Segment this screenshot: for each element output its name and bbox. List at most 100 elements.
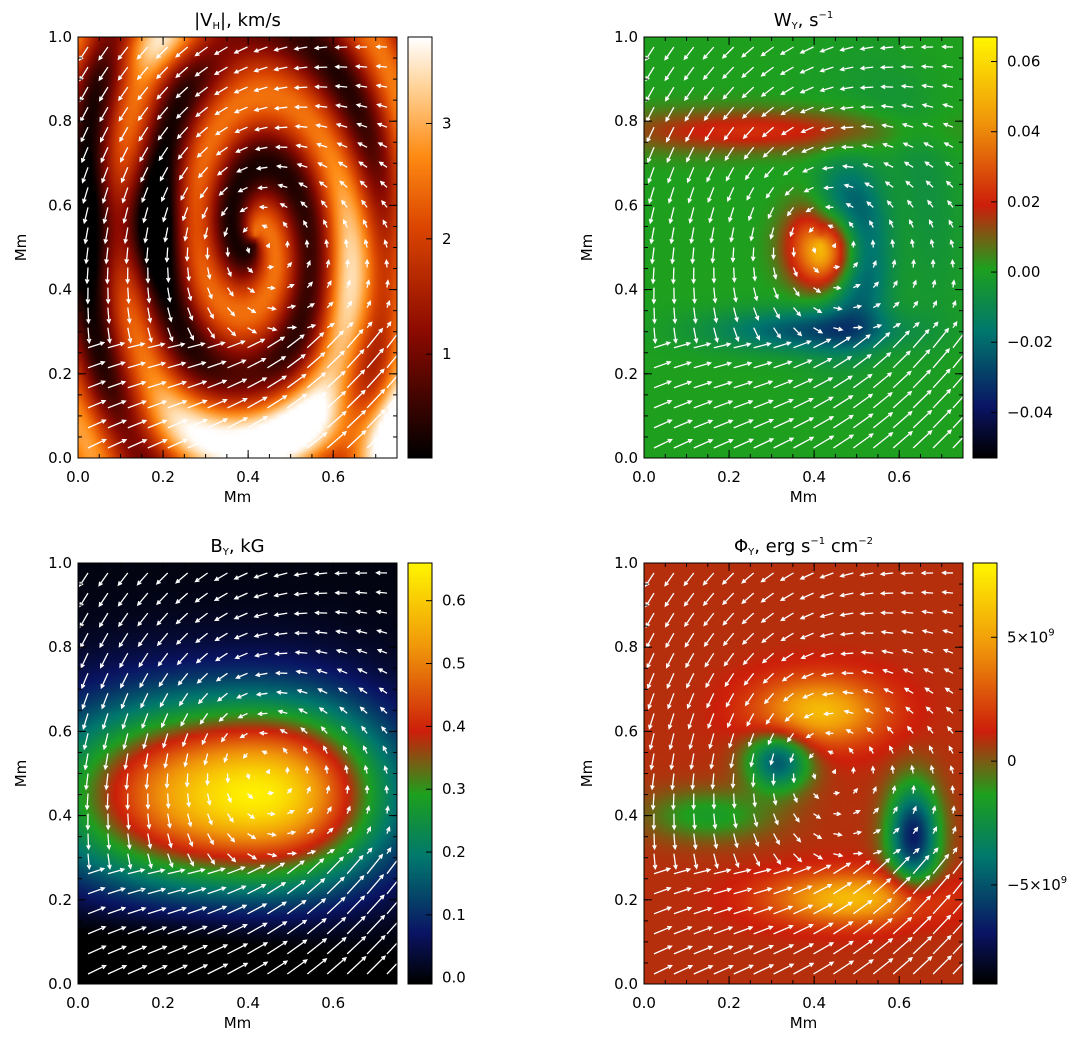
- vector-arrow: [952, 367, 971, 389]
- vector-arrow: [840, 651, 854, 657]
- vector-arrow: [326, 876, 345, 895]
- vector-arrow: [100, 673, 109, 690]
- vector-arrow: [673, 439, 694, 449]
- vector-arrow: [146, 813, 152, 830]
- vector-arrow: [733, 925, 754, 935]
- vector-arrow: [820, 146, 834, 152]
- vector-arrow: [892, 430, 913, 449]
- vector-arrow: [257, 711, 268, 717]
- vector-arrow: [375, 589, 388, 595]
- vector-arrow: [81, 167, 89, 184]
- vector-arrow: [127, 926, 147, 935]
- vector-arrow: [107, 439, 128, 449]
- vector-arrow: [673, 965, 694, 975]
- vector-arrow: [841, 164, 854, 169]
- vector-arrow: [247, 833, 257, 840]
- vector-arrow: [862, 688, 874, 694]
- vector-arrow: [942, 122, 954, 128]
- vector-arrow: [753, 813, 759, 828]
- vector-arrow: [664, 46, 675, 61]
- vector-arrow: [296, 688, 308, 694]
- colorbar-tick-label: 0.04: [1007, 123, 1040, 141]
- vector-arrow: [952, 954, 972, 975]
- vector-arrow: [247, 338, 266, 349]
- vector-arrow: [833, 862, 852, 875]
- vector-arrow: [704, 652, 715, 668]
- vector-arrow: [120, 167, 129, 184]
- vector-arrow: [267, 811, 276, 817]
- vector-arrow: [686, 693, 695, 710]
- vector-arrow: [227, 833, 236, 843]
- vector-arrow: [247, 416, 269, 429]
- vector-arrow: [286, 261, 293, 268]
- vector-arrow: [107, 327, 112, 344]
- vector-arrow: [753, 342, 772, 349]
- vector-arrow: [346, 429, 367, 449]
- vector-arrow: [932, 368, 951, 389]
- vector-arrow: [903, 161, 914, 168]
- vector-arrow: [761, 632, 775, 644]
- vector-arrow: [227, 962, 249, 975]
- vector-arrow: [852, 353, 872, 369]
- vector-arrow: [723, 126, 735, 141]
- vector-arrow: [724, 672, 735, 688]
- vector-arrow: [722, 86, 735, 100]
- vector-arrow: [833, 921, 854, 935]
- vector-arrow: [147, 964, 168, 975]
- vector-arrow: [880, 103, 894, 109]
- vector-arrow: [819, 86, 834, 93]
- vector-arrow: [306, 260, 311, 268]
- vector-arrow: [853, 851, 864, 856]
- vector-arrow: [326, 410, 347, 429]
- vector-arrow: [105, 813, 111, 831]
- vector-arrow: [366, 321, 373, 329]
- vector-arrow: [761, 126, 775, 138]
- vector-arrow: [366, 300, 371, 308]
- vector-arrow: [779, 46, 794, 56]
- vector-arrow: [273, 592, 288, 598]
- vector-arrow: [207, 944, 229, 955]
- vector-arrow: [314, 84, 328, 90]
- vector-arrow: [339, 180, 348, 188]
- x-tick-label: 0.4: [802, 994, 826, 1012]
- vector-arrow: [346, 955, 367, 975]
- vector-arrow: [361, 725, 368, 734]
- vector-arrow: [167, 853, 174, 869]
- vector-arrow: [713, 926, 734, 935]
- vector-arrow: [941, 63, 954, 69]
- vector-arrow: [872, 786, 877, 794]
- vector-arrow: [101, 713, 109, 730]
- vector-arrow: [274, 144, 288, 150]
- vector-arrow: [925, 180, 934, 188]
- vector-arrow: [813, 416, 835, 429]
- vector-arrow: [184, 773, 190, 788]
- vector-arrow: [753, 853, 760, 867]
- vector-arrow: [821, 165, 834, 171]
- vector-arrow: [722, 632, 735, 647]
- vector-arrow: [118, 632, 129, 648]
- vector-arrow: [187, 887, 207, 895]
- vector-arrow: [104, 247, 109, 265]
- colorbar-tick-label: 3: [442, 115, 452, 133]
- vector-arrow: [366, 368, 385, 389]
- vector-arrow: [780, 86, 794, 96]
- vector-arrow: [852, 413, 874, 429]
- vector-arrow: [773, 360, 793, 369]
- y-tick-label: 1.0: [614, 28, 638, 46]
- x-axis-label: Mm: [224, 1014, 252, 1032]
- vector-arrow: [820, 672, 834, 678]
- vector-arrow: [799, 86, 814, 94]
- colorbar-tick-label: 0.5: [442, 655, 466, 673]
- vector-arrow: [83, 227, 89, 245]
- vector-arrow: [892, 330, 911, 349]
- vector-arrow: [107, 965, 128, 975]
- vector-arrow: [336, 668, 348, 674]
- vector-arrow: [79, 66, 89, 82]
- vector-arrow: [366, 429, 387, 449]
- vector-arrow: [900, 45, 914, 50]
- vector-arrow: [86, 307, 91, 325]
- vector-arrow: [207, 327, 216, 339]
- vector-arrow: [223, 227, 229, 238]
- heatmap-vh: [78, 37, 397, 458]
- vector-arrow: [921, 103, 934, 108]
